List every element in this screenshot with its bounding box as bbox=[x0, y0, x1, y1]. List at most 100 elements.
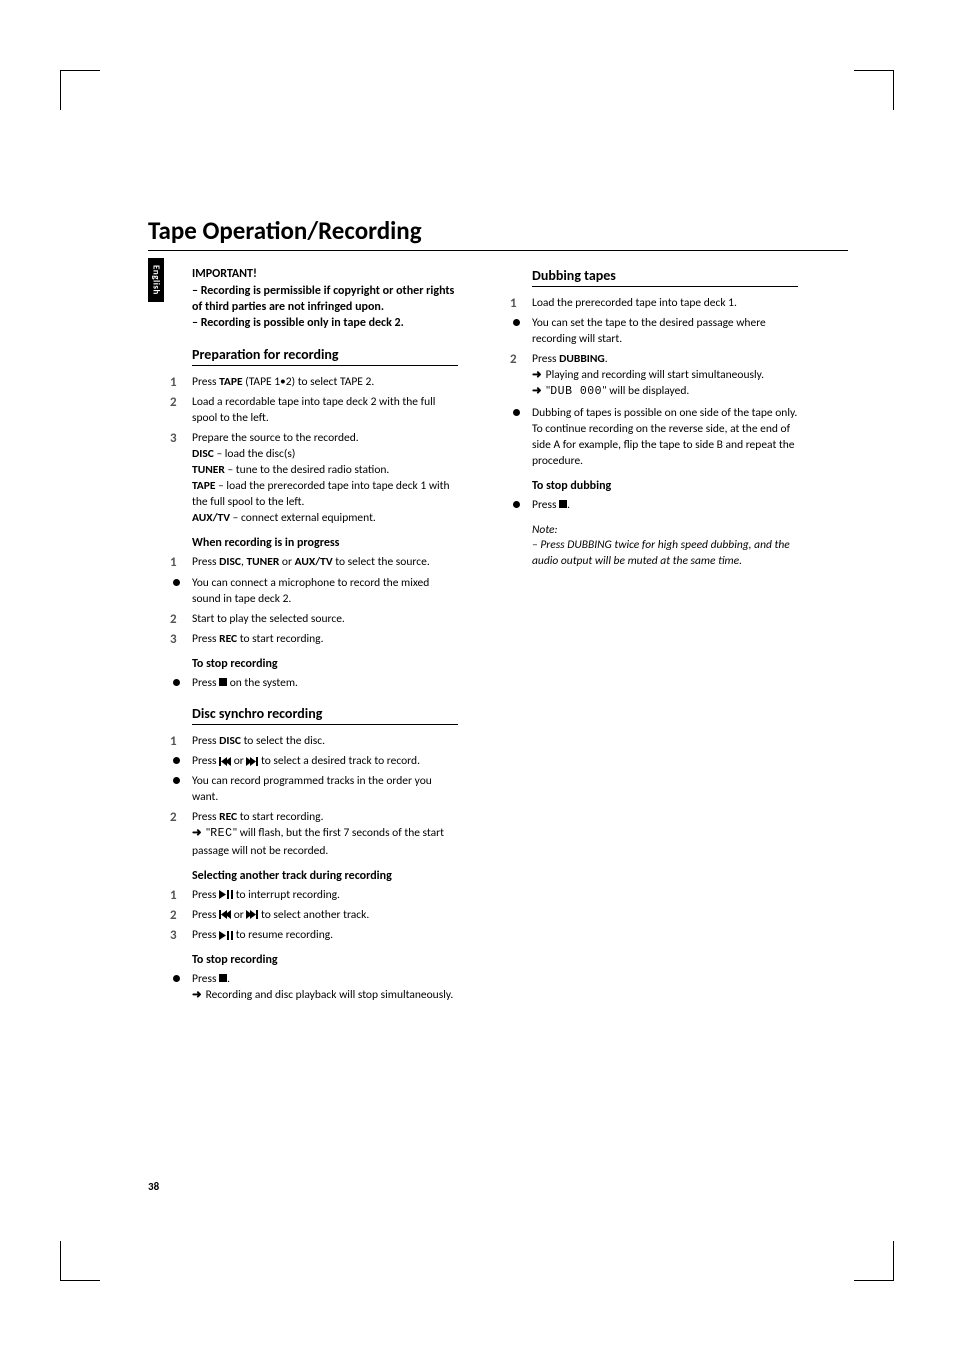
page-number: 38 bbox=[148, 1180, 159, 1193]
next-track-icon bbox=[246, 757, 258, 766]
text: . bbox=[567, 498, 570, 512]
text: – connect external equipment. bbox=[230, 511, 376, 525]
text: Press bbox=[192, 734, 219, 748]
dub-stop-bullet: Press . bbox=[532, 497, 798, 513]
text: or bbox=[231, 754, 246, 768]
text: to select another track. bbox=[258, 908, 369, 922]
crop-mark-tr bbox=[854, 70, 894, 110]
text: Press bbox=[192, 754, 219, 768]
inprog-stop-heading: To stop recording bbox=[192, 657, 458, 671]
bullet-icon bbox=[513, 409, 520, 416]
step-number-2: 2 bbox=[170, 809, 177, 827]
text: to select a desired track to record. bbox=[258, 754, 420, 768]
dub-heading: Dubbing tapes bbox=[532, 267, 798, 287]
bullet-icon bbox=[513, 319, 520, 326]
text: or bbox=[279, 555, 294, 569]
step-number-1: 1 bbox=[510, 295, 517, 313]
text: " will be displayed. bbox=[602, 384, 689, 398]
inprog-step-1: 1 Press DISC, TUNER or AUX/TV to select … bbox=[192, 554, 458, 570]
text: – load the disc(s) bbox=[214, 447, 296, 461]
result-arrow-icon: ➜ bbox=[192, 987, 202, 1003]
text: to select the disc. bbox=[241, 734, 325, 748]
text: – tune to the desired radio station. bbox=[225, 463, 389, 477]
text: TAPE bbox=[219, 375, 243, 389]
text: Dubbing of tapes is possible on one side… bbox=[532, 406, 797, 468]
display-text: REC bbox=[210, 827, 232, 840]
result-arrow-icon: ➜ bbox=[532, 367, 542, 383]
text: AUX/TV bbox=[192, 511, 230, 525]
text: to interrupt recording. bbox=[233, 888, 340, 902]
text: AUX/TV bbox=[295, 555, 333, 569]
play-pause-icon bbox=[219, 890, 233, 899]
important-block: IMPORTANT! – Recording is permissible if… bbox=[192, 267, 458, 332]
dub-note-heading: Note: bbox=[532, 523, 798, 537]
dub-step-2: 2 Press DUBBING. ➜Playing and recording … bbox=[532, 351, 798, 400]
text: to start recording. bbox=[237, 810, 323, 824]
step-number-1: 1 bbox=[170, 887, 177, 905]
text: You can connect a microphone to record t… bbox=[192, 576, 429, 606]
crop-mark-br bbox=[854, 1241, 894, 1281]
bullet-icon bbox=[173, 757, 180, 764]
text: DISC bbox=[192, 447, 214, 461]
bullet-icon bbox=[173, 975, 180, 982]
syncro-heading: Disc synchro recording bbox=[192, 705, 458, 725]
bullet-icon bbox=[173, 679, 180, 686]
text: TAPE bbox=[192, 479, 216, 493]
text: TUNER bbox=[246, 555, 279, 569]
text: Press bbox=[532, 352, 559, 366]
text: – load the prerecorded tape into tape de… bbox=[192, 479, 450, 509]
syncro-step-1: 1 Press DISC to select the disc. bbox=[192, 733, 458, 749]
text: Press bbox=[192, 555, 219, 569]
text: REC bbox=[219, 810, 237, 824]
step-number-3: 3 bbox=[170, 631, 177, 649]
stop-icon bbox=[219, 678, 227, 686]
right-column: Dubbing tapes 1 Load the prerecorded tap… bbox=[488, 267, 798, 1007]
page-title: Tape Operation/Recording bbox=[148, 215, 848, 251]
syncro-step-2: 2 Press REC to start recording. ➜"REC" w… bbox=[192, 809, 458, 858]
prev-track-icon bbox=[219, 910, 231, 919]
play-pause-icon bbox=[219, 931, 233, 940]
bullet-icon bbox=[513, 501, 520, 508]
text: Start to play the selected source. bbox=[192, 612, 345, 626]
important-heading: IMPORTANT! bbox=[192, 267, 458, 281]
text: on the system. bbox=[227, 676, 298, 690]
text: Press bbox=[192, 888, 219, 902]
syncro-stop-heading: To stop recording bbox=[192, 953, 458, 967]
dub-stop-heading: To stop dubbing bbox=[532, 479, 798, 493]
text: REC bbox=[219, 632, 237, 646]
text: TUNER bbox=[192, 463, 225, 477]
step-number-2: 2 bbox=[170, 394, 177, 412]
crop-mark-bl bbox=[60, 1241, 100, 1281]
result-arrow-icon: ➜ bbox=[192, 825, 202, 841]
syncro-bullet-2: You can record programmed tracks in the … bbox=[192, 773, 458, 805]
prep-step-1: 1 Press TAPE (TAPE 1•2) to select TAPE 2… bbox=[192, 374, 458, 390]
syncro-sel-step-2: 2 Press or to select another track. bbox=[192, 907, 458, 923]
text: Press bbox=[192, 375, 219, 389]
step-number-2: 2 bbox=[170, 907, 177, 925]
inprog-stop-bullet: Press on the system. bbox=[192, 675, 458, 691]
prep-step-2: 2 Load a recordable tape into tape deck … bbox=[192, 394, 458, 426]
step-number-3: 3 bbox=[170, 430, 177, 448]
text: Recording and disc playback will stop si… bbox=[206, 988, 454, 1002]
dub-note-body: – Press DUBBING twice for high speed dub… bbox=[532, 537, 798, 569]
text: . bbox=[227, 972, 230, 986]
text: . bbox=[605, 352, 608, 366]
text: You can set the tape to the desired pass… bbox=[532, 316, 766, 346]
text: DISC bbox=[219, 734, 241, 748]
display-text: DUB 000 bbox=[550, 385, 602, 398]
text: You can record programmed tracks in the … bbox=[192, 774, 432, 804]
text: (TAPE 1•2) to select TAPE 2. bbox=[243, 375, 375, 389]
text: or bbox=[231, 908, 246, 922]
text: Press bbox=[192, 810, 219, 824]
text: DUBBING bbox=[559, 352, 605, 366]
text: to resume recording. bbox=[233, 928, 333, 942]
step-number-2: 2 bbox=[170, 611, 177, 629]
inprog-bullet-1: You can connect a microphone to record t… bbox=[192, 575, 458, 607]
stop-icon bbox=[559, 500, 567, 508]
syncro-sel-step-3: 3 Press to resume recording. bbox=[192, 927, 458, 943]
syncro-bullet-1: Press or to select a desired track to re… bbox=[192, 753, 458, 769]
dub-bullet-2: Dubbing of tapes is possible on one side… bbox=[532, 405, 798, 469]
left-column: IMPORTANT! – Recording is permissible if… bbox=[148, 267, 458, 1007]
text: Press bbox=[192, 908, 219, 922]
step-number-1: 1 bbox=[170, 554, 177, 572]
